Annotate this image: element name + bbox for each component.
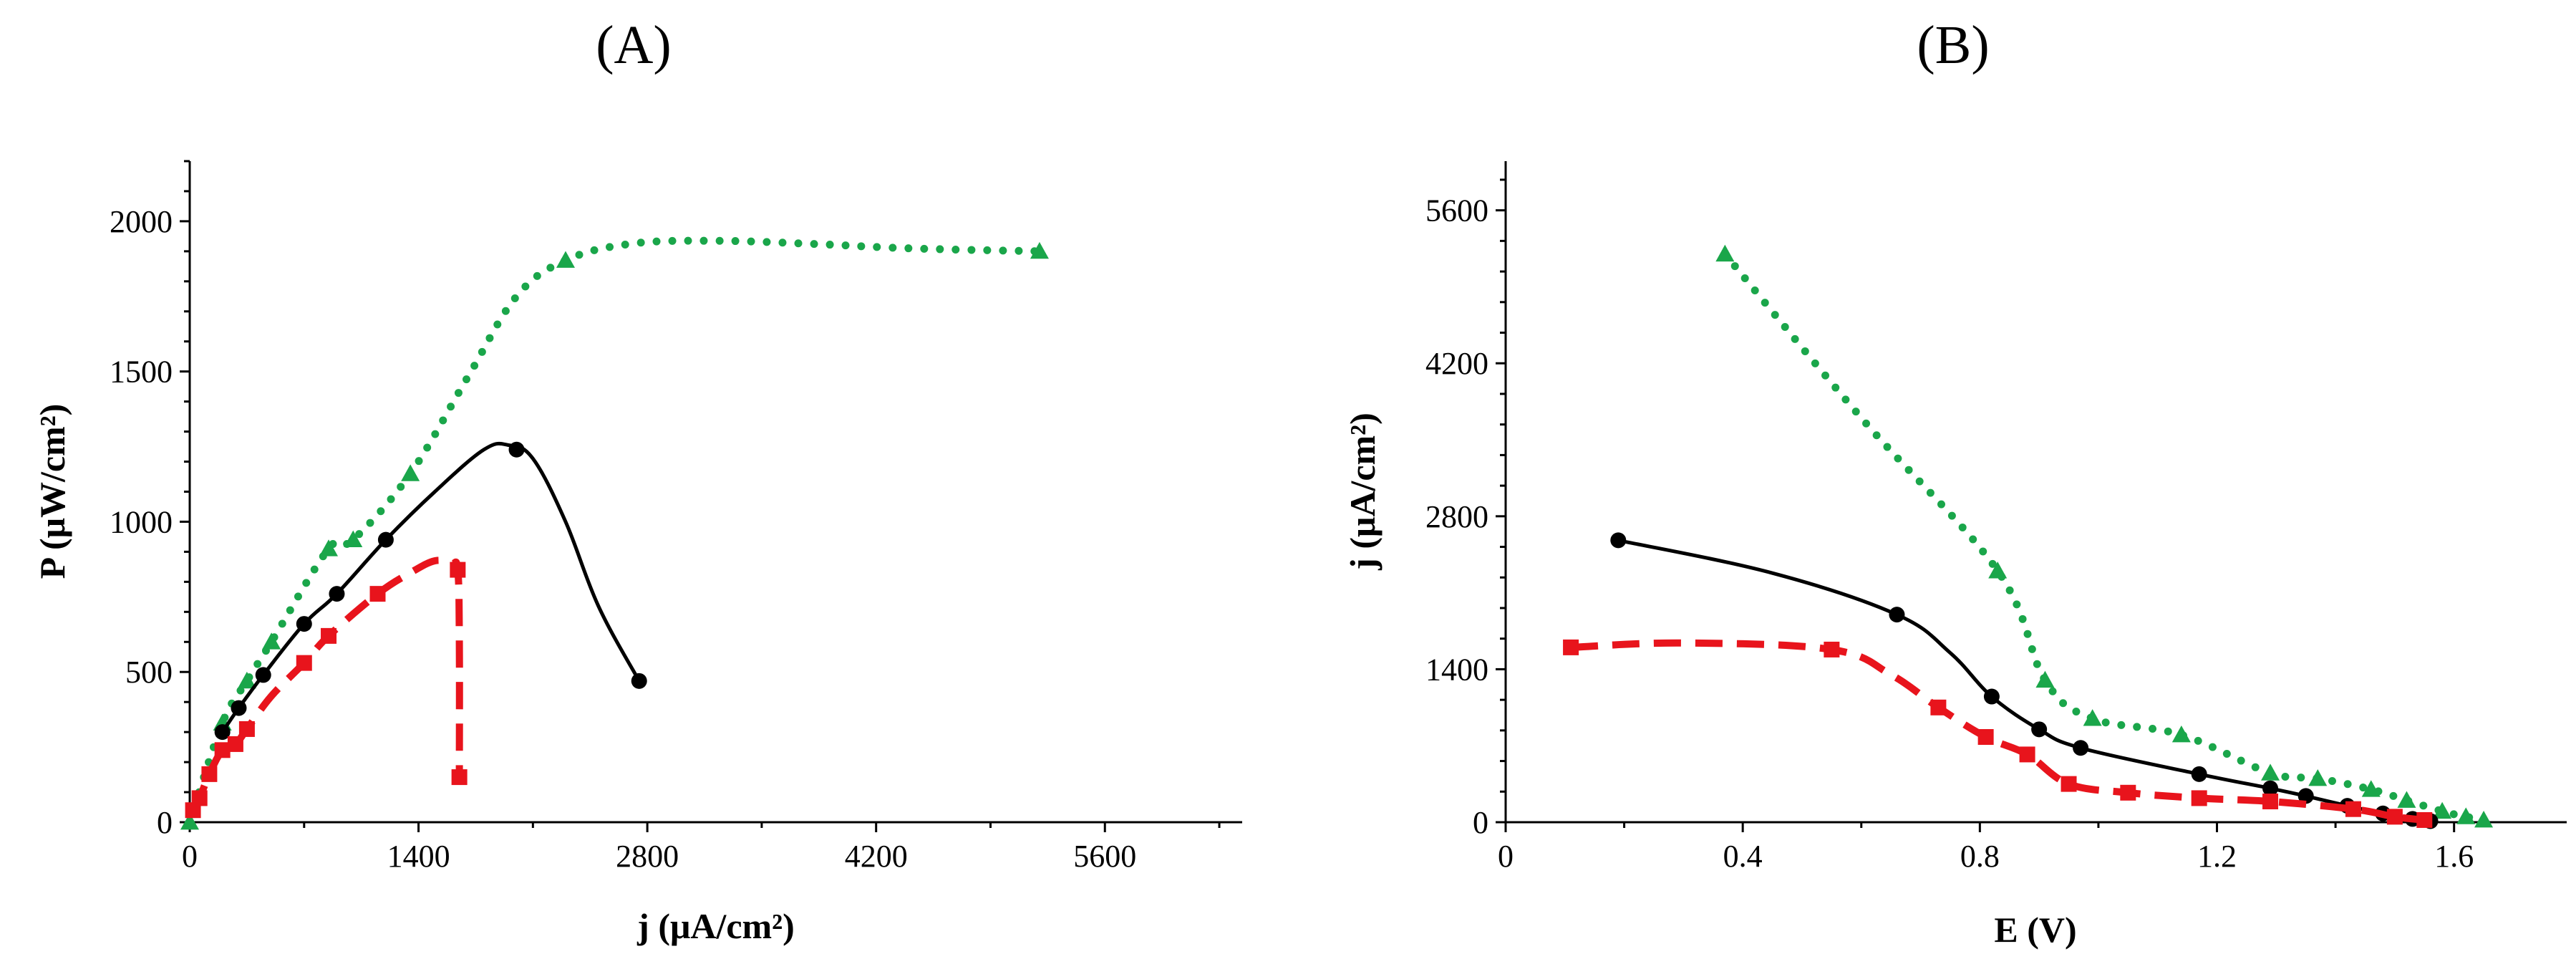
data-point-square xyxy=(1977,729,1994,746)
data-point-triangle xyxy=(1715,244,1735,262)
series-square xyxy=(1563,639,2433,828)
data-point-triangle xyxy=(2433,801,2452,819)
data-point-square xyxy=(185,802,201,819)
data-point-circle xyxy=(377,531,394,548)
x-tick-label: 0 xyxy=(1498,839,1514,874)
data-point-square xyxy=(227,736,243,752)
x-tick-label: 0.4 xyxy=(1723,839,1763,874)
y-axis-title: j (μA/cm²) xyxy=(1342,413,1383,571)
y-tick-label: 0 xyxy=(157,805,173,840)
data-point-circle xyxy=(2073,740,2089,756)
y-tick-label: 2000 xyxy=(110,204,173,239)
data-point-triangle xyxy=(319,539,339,556)
data-point-square xyxy=(369,586,386,602)
data-point-square xyxy=(2061,776,2077,792)
data-point-circle xyxy=(296,616,312,632)
series-line xyxy=(1720,250,2488,824)
x-tick-label: 4200 xyxy=(845,839,908,874)
data-point-circle xyxy=(2191,766,2207,782)
data-point-circle xyxy=(2297,788,2314,804)
y-tick-label: 0 xyxy=(1473,805,1488,840)
series-line xyxy=(190,556,463,812)
panel-a: (A) 0 500 1000 1500 2000 0 1400 2800 4200 5600 j (μ… xyxy=(32,15,1242,946)
series-line xyxy=(1570,639,2425,824)
data-point-triangle xyxy=(180,813,199,830)
x-tick-label: 0 xyxy=(182,839,198,874)
data-point-triangle xyxy=(2171,725,2191,743)
x-tick-label: 1.2 xyxy=(2197,839,2237,874)
panel-label: (B) xyxy=(1917,15,1989,75)
data-point-triangle xyxy=(262,632,281,650)
series-triangle xyxy=(1715,244,2494,828)
data-point-triangle xyxy=(2456,807,2476,824)
x-axis-title: E (V) xyxy=(1994,910,2076,950)
series-square xyxy=(185,556,468,819)
data-point-square xyxy=(296,655,312,671)
data-point-triangle xyxy=(1988,562,2008,579)
series-line xyxy=(1616,538,2433,823)
data-point-triangle xyxy=(2083,709,2102,726)
data-point-triangle xyxy=(2035,670,2055,688)
y-tick-label: 500 xyxy=(125,655,173,690)
data-point-triangle xyxy=(556,251,575,268)
series-line xyxy=(185,236,1044,827)
data-point-circle xyxy=(508,441,525,458)
data-point-square xyxy=(2019,746,2035,763)
data-point-square xyxy=(451,769,468,786)
data-point-square xyxy=(2416,811,2433,828)
data-point-circle xyxy=(231,700,247,716)
data-point-square xyxy=(191,790,208,806)
data-point-triangle xyxy=(2308,768,2328,786)
x-tick-label: 5600 xyxy=(1073,839,1136,874)
y-tick-label: 1400 xyxy=(1425,652,1488,687)
series-circle xyxy=(214,441,647,741)
data-point-square xyxy=(2262,794,2279,810)
data-point-circle xyxy=(1889,607,1905,623)
data-point-square xyxy=(214,742,231,758)
data-point-triangle xyxy=(2361,780,2381,797)
x-axis-title: j (μA/cm²) xyxy=(636,906,795,946)
y-tick-label: 5600 xyxy=(1425,193,1488,228)
data-point-circle xyxy=(255,667,271,683)
x-tick-label: 0.8 xyxy=(1960,839,2000,874)
y-tick-label: 2800 xyxy=(1425,499,1488,534)
data-point-square xyxy=(2191,790,2207,806)
panel-b: (B) 0 1400 2800 4200 5600 0 0.4 0.8 1.2 1.6 E (V) j … xyxy=(1342,15,2567,950)
data-point-square xyxy=(238,721,255,737)
data-point-triangle xyxy=(237,671,256,689)
y-tick-label: 1000 xyxy=(110,504,173,539)
y-tick-label: 4200 xyxy=(1425,346,1488,381)
data-point-square xyxy=(1563,639,1579,655)
series-triangle xyxy=(180,236,1049,830)
data-point-circle xyxy=(214,724,231,741)
data-point-triangle xyxy=(2474,810,2494,828)
x-tick-label: 1.6 xyxy=(2434,839,2474,874)
panel-label: (A) xyxy=(596,15,672,75)
data-point-circle xyxy=(1610,532,1627,549)
data-point-square xyxy=(450,562,466,578)
data-point-circle xyxy=(631,673,647,689)
y-axis-title: P (μW/cm²) xyxy=(32,404,72,579)
data-point-square xyxy=(2386,809,2403,825)
data-point-square xyxy=(2345,801,2361,817)
data-point-circle xyxy=(2031,721,2048,738)
data-point-circle xyxy=(329,586,345,602)
data-point-square xyxy=(1824,641,1840,657)
x-tick-label: 1400 xyxy=(387,839,450,874)
data-point-circle xyxy=(1983,688,2000,705)
y-tick-label: 1500 xyxy=(110,355,173,390)
data-point-triangle xyxy=(2261,763,2280,781)
data-point-triangle xyxy=(344,530,363,548)
data-point-square xyxy=(201,766,218,782)
data-point-square xyxy=(1930,699,1947,715)
data-point-triangle xyxy=(401,464,420,481)
data-point-circle xyxy=(2262,780,2279,796)
x-tick-label: 2800 xyxy=(616,839,679,874)
data-point-square xyxy=(321,627,337,644)
data-point-square xyxy=(2120,784,2136,801)
data-point-triangle xyxy=(2397,791,2416,808)
series-line xyxy=(221,441,641,734)
data-point-triangle xyxy=(1030,241,1049,259)
